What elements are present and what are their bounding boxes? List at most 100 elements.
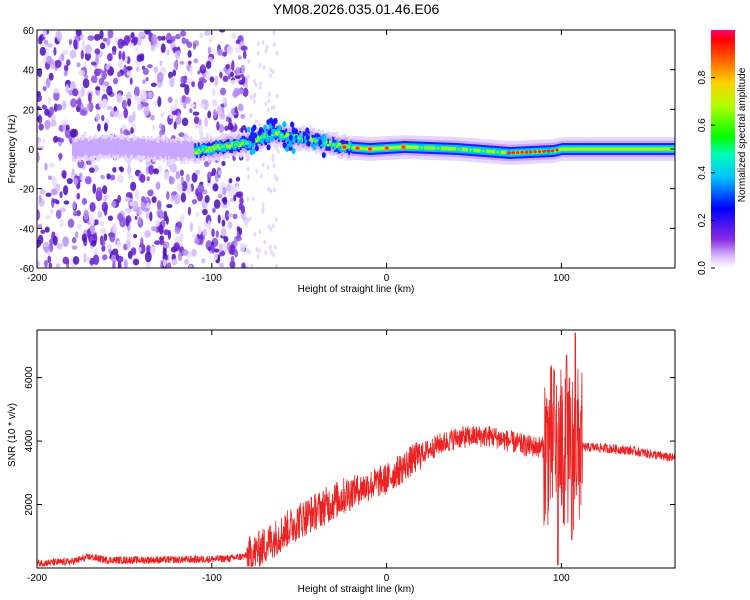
spectrogram-band-cell	[335, 144, 338, 148]
spectrogram-band-cell	[140, 139, 143, 156]
spectrogram-band-cell	[571, 147, 574, 151]
spectrogram-peak	[546, 149, 551, 153]
spectrogram-noise-cell	[37, 151, 40, 162]
spectrogram-noise-cell	[95, 113, 100, 122]
spectrogram-band-cell	[288, 134, 293, 141]
spectrogram-noise-cell	[233, 194, 237, 202]
spectrogram-noise-cell	[166, 191, 170, 200]
spectrogram-band-cell	[305, 134, 310, 141]
spectrogram-noise-cell	[257, 41, 261, 47]
spectrogram-noise-cell	[275, 264, 279, 268]
spectrogram-noise-cell	[161, 124, 166, 136]
spectrogram-peak	[456, 146, 462, 152]
spectrogram-noise-cell	[262, 64, 266, 70]
spectrogram-noise-cell	[217, 48, 223, 57]
spectrogram-band-cell	[353, 146, 356, 150]
spectrogram-noise-cell	[167, 96, 173, 103]
spectrogram-noise-cell	[156, 71, 164, 83]
spectrogram-noise-cell	[246, 166, 250, 172]
spectrogram-noise-cell	[221, 97, 226, 104]
spectrogram-noise-cell	[99, 42, 106, 50]
spectrogram-peak	[511, 151, 516, 155]
spectrogram-noise-cell	[144, 30, 151, 35]
spectrogram-noise-cell	[62, 256, 70, 265]
spectrogram-noise-cell	[80, 86, 85, 98]
spectrogram-band-cell	[291, 127, 296, 134]
spectrogram-band-cell	[634, 147, 637, 151]
spectrogram-band-cell	[605, 147, 607, 151]
spectrogram-band-cell	[503, 151, 506, 154]
spectrogram-noise-cell	[48, 262, 53, 268]
spectrogram-noise-cell	[214, 75, 219, 87]
spectrogram-band-cell	[225, 145, 228, 148]
spectrogram-noise-cell	[87, 35, 95, 41]
spectrogram-peak	[533, 150, 537, 154]
spectrogram-noise-cell	[44, 162, 48, 171]
spectrogram-noise-cell	[142, 67, 149, 76]
spectrogram-band-cell	[194, 151, 197, 155]
spectrogram-band-cell	[591, 147, 593, 151]
spectrogram-band-cell	[276, 132, 279, 136]
spectrogram-noise-cell	[219, 185, 223, 197]
spectrogram-band-cell	[416, 146, 419, 149]
spectrogram-noise-cell	[212, 108, 217, 119]
colorbar-gradient	[711, 30, 735, 268]
spectrogram-band-cell	[96, 139, 99, 156]
spectrogram-noise-cell	[246, 196, 250, 202]
spectrogram-band-cell	[327, 143, 330, 147]
spectrogram-noise-cell	[268, 244, 272, 250]
spectrogram-noise-cell	[112, 77, 119, 85]
spectrogram-noise-cell	[97, 210, 103, 219]
spectrogram-noise-cell	[197, 183, 205, 194]
spectrogram-noise-cell	[123, 64, 127, 75]
spectrogram-band-cell	[71, 139, 74, 156]
spectrogram-noise-cell	[106, 173, 111, 180]
spectrogram-band-cell	[557, 148, 560, 152]
spectrogram-noise-cell	[75, 30, 82, 37]
spectrogram-noise-cell	[42, 243, 50, 248]
snr-x-label: Height of straight line (km)	[298, 584, 415, 595]
spectrogram-noise-cell	[218, 123, 225, 133]
spectrogram-noise-cell	[96, 68, 103, 74]
spectrogram-noise-cell	[205, 71, 211, 80]
spectrogram-noise-cell	[172, 46, 179, 52]
spectrogram-heatmap	[37, 30, 675, 268]
spectrogram-noise-cell	[199, 131, 204, 138]
spectrogram-noise-cell	[123, 107, 129, 119]
spectrogram-band-cell	[491, 150, 494, 154]
spectrogram-band-cell	[87, 141, 90, 159]
spectrogram-band-cell	[145, 142, 148, 160]
spectrogram-band-cell	[349, 141, 352, 150]
spectrogram-band-cell	[606, 147, 609, 151]
spectrogram-noise-cell	[239, 243, 246, 253]
spectrogram-noise-cell	[218, 243, 223, 253]
spectrogram-noise-cell	[181, 117, 189, 127]
spectrogram-noise-cell	[205, 60, 212, 70]
spectrogram-noise-cell	[63, 64, 69, 72]
spectrogram-peak	[467, 147, 474, 153]
spectrogram-noise-cell	[111, 254, 117, 263]
snr-x-ticks: -200 -100 0 100	[27, 330, 570, 584]
spectrogram-band-cell	[94, 139, 97, 156]
spectrogram-band-cell	[231, 142, 233, 145]
spectrogram-noise-cell	[55, 209, 62, 220]
spectrogram-noise-cell	[102, 254, 108, 261]
spectrogram-band-cell	[397, 146, 399, 149]
spectrogram-band-cell	[173, 142, 176, 159]
spectrogram-noise-cell	[183, 103, 187, 109]
spectrogram-band-cell	[559, 148, 562, 151]
spectrogram-noise-cell	[216, 105, 222, 115]
spectrogram-peak	[418, 145, 425, 151]
spectrogram-noise-cell	[150, 82, 157, 87]
spectrogram-noise-cell	[98, 100, 104, 109]
spectrogram-noise-cell	[264, 249, 268, 255]
spectrogram-peak	[400, 144, 407, 150]
spectrogram-noise-cell	[272, 163, 276, 169]
spectrogram-noise-cell	[270, 249, 274, 255]
spectrogram-noise-cell	[174, 97, 178, 109]
spectrogram-band-cell	[612, 147, 614, 151]
spectrogram-noise-cell	[159, 235, 165, 242]
spectrogram-noise-cell	[72, 210, 78, 217]
spectrogram-band-cell	[255, 139, 258, 143]
spectrogram-band-cell	[129, 138, 132, 155]
